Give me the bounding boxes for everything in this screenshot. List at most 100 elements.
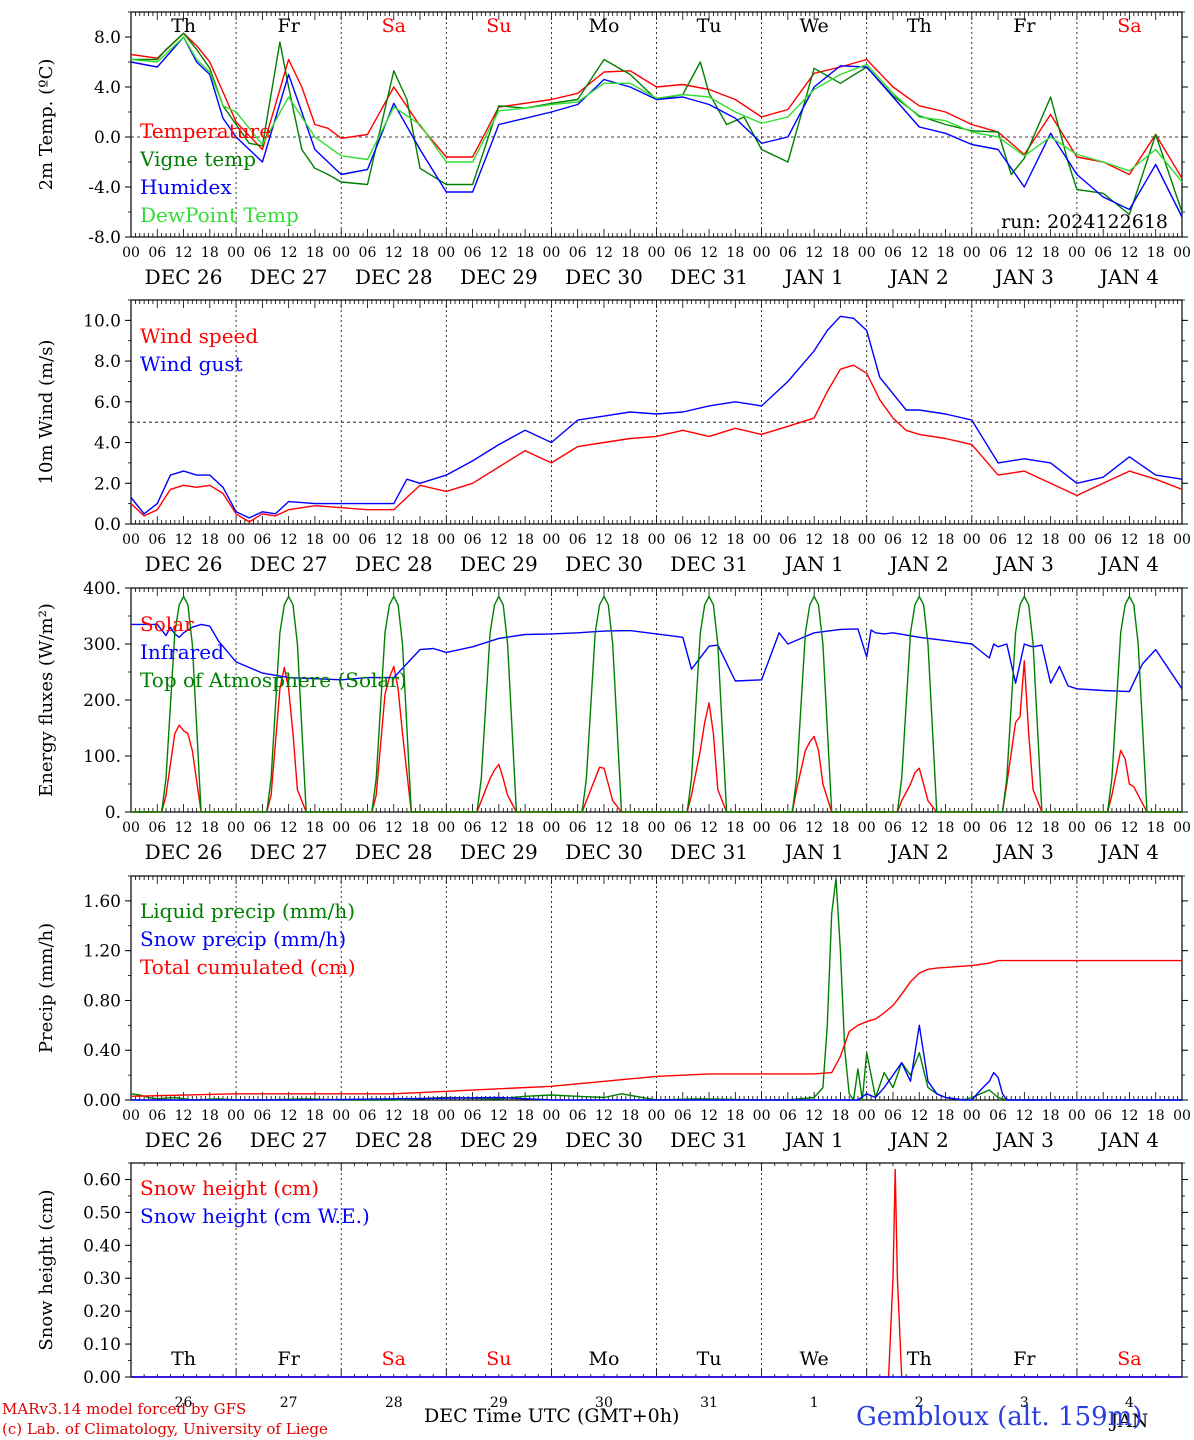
hour-tick-label: 12	[175, 532, 193, 548]
hour-tick-label: 06	[989, 820, 1007, 836]
hour-tick-label: 12	[700, 245, 718, 261]
y-axis-label: 10m Wind (m/s)	[36, 340, 57, 485]
month-label: JAN	[1108, 1410, 1148, 1432]
hour-tick-label: 06	[148, 1108, 166, 1124]
date-label: JAN 2	[888, 552, 949, 576]
day-number-label: 1	[810, 1395, 819, 1411]
hour-tick-label: 00	[332, 245, 350, 261]
weekday-label: Tu	[697, 15, 722, 37]
y-tick-label: 1.20	[83, 942, 121, 962]
y-axis-label: Precip (mm/h)	[36, 923, 57, 1053]
hour-tick-label: 18	[1147, 820, 1165, 836]
hour-tick-label: 12	[805, 1108, 823, 1124]
weekday-label: Fr	[278, 1348, 301, 1370]
hour-tick-label: 18	[411, 820, 429, 836]
date-label: JAN 4	[1098, 265, 1159, 289]
hour-tick-label: 06	[253, 820, 271, 836]
y-tick-label: 8.0	[94, 352, 121, 372]
lab-credit: (c) Lab. of Climatology, University of L…	[2, 1420, 328, 1438]
hour-tick-label: 12	[1015, 1108, 1033, 1124]
legend-entry: Wind speed	[140, 324, 258, 348]
hour-tick-label: 00	[437, 820, 455, 836]
hour-tick-label: 06	[989, 245, 1007, 261]
hour-tick-label: 12	[490, 1108, 508, 1124]
hour-tick-label: 18	[516, 820, 534, 836]
day-number-label: 2	[915, 1395, 924, 1411]
hour-tick-label: 06	[884, 820, 902, 836]
hour-tick-label: 06	[359, 1108, 377, 1124]
hour-tick-label: 06	[884, 245, 902, 261]
hour-tick-label: 18	[621, 820, 639, 836]
hour-tick-label: 18	[201, 532, 219, 548]
date-label: JAN 4	[1098, 552, 1159, 576]
hour-tick-label: 12	[1121, 245, 1139, 261]
hour-tick-label: 00	[1173, 245, 1191, 261]
day-number-label: 27	[280, 1395, 298, 1411]
hour-tick-label: 12	[805, 820, 823, 836]
hour-tick-label: 12	[805, 532, 823, 548]
hour-tick-label: 00	[227, 245, 245, 261]
hour-tick-label: 06	[779, 532, 797, 548]
hour-tick-label: 06	[779, 820, 797, 836]
hour-tick-label: 12	[700, 1108, 718, 1124]
x-axis-title: DEC Time UTC (GMT+0h)	[424, 1405, 680, 1427]
hour-tick-label: 00	[332, 532, 350, 548]
legend-entry: DewPoint Temp	[140, 203, 299, 227]
date-label: DEC 31	[670, 1128, 748, 1152]
hour-tick-label: 18	[516, 245, 534, 261]
hour-tick-label: 06	[569, 532, 587, 548]
day-number-label: 31	[700, 1395, 718, 1411]
series-line-total-cumulated-cm-	[130, 959, 1182, 1097]
hour-tick-label: 06	[569, 820, 587, 836]
weekday-label: Sa	[1117, 15, 1141, 37]
hour-tick-label: 00	[122, 245, 140, 261]
hour-tick-label: 00	[1068, 1108, 1086, 1124]
y-tick-label: 6.0	[94, 393, 121, 413]
series-line-wind-gust	[130, 315, 1183, 519]
hour-tick-label: 12	[1121, 532, 1139, 548]
legend-entry: Snow height (cm W.E.)	[140, 1204, 370, 1228]
legend-entry: Liquid precip (mm/h)	[140, 899, 355, 923]
day-number-label: 4	[1125, 1395, 1134, 1411]
hour-tick-label: 06	[779, 245, 797, 261]
hour-tick-label: 12	[595, 245, 613, 261]
hour-tick-label: 00	[227, 820, 245, 836]
hour-tick-label: 00	[122, 820, 140, 836]
hour-tick-label: 12	[175, 820, 193, 836]
date-label: DEC 28	[355, 265, 433, 289]
legend-entry: Snow height (cm)	[140, 1176, 319, 1200]
date-label: JAN 1	[783, 552, 844, 576]
day-number-label: 30	[595, 1395, 613, 1411]
hour-tick-label: 06	[148, 532, 166, 548]
hour-tick-label: 06	[1094, 820, 1112, 836]
hour-tick-label: 18	[1042, 245, 1060, 261]
hour-tick-label: 12	[280, 820, 298, 836]
hour-tick-label: 00	[1173, 532, 1191, 548]
weekday-label: Sa	[382, 15, 406, 37]
day-number-label: 3	[1020, 1395, 1029, 1411]
date-label: DEC 29	[460, 265, 538, 289]
hour-tick-label: 18	[726, 245, 744, 261]
series-line-infrared	[131, 623, 1183, 693]
run-label: run: 2024122618	[1001, 211, 1168, 233]
hour-tick-label: 18	[937, 532, 955, 548]
y-tick-label: 0.80	[83, 991, 121, 1011]
date-label: DEC 31	[670, 265, 748, 289]
hour-tick-label: 12	[280, 1108, 298, 1124]
y-tick-label: -8.0	[88, 228, 121, 248]
legend-entry: Solar	[140, 612, 194, 636]
y-tick-label: 0.00	[83, 1368, 121, 1388]
y-tick-label: 4.0	[94, 78, 121, 98]
weekday-label: Th	[907, 15, 932, 37]
y-axis-label: Snow height (cm)	[36, 1189, 57, 1350]
weekday-label: Tu	[697, 1348, 722, 1370]
date-label: JAN 2	[888, 840, 949, 864]
hour-tick-label: 00	[542, 532, 560, 548]
hour-tick-label: 00	[122, 1108, 140, 1124]
hour-tick-label: 00	[542, 820, 560, 836]
series-line-top-of-atmosphere-solar-	[131, 595, 1182, 813]
hour-tick-label: 18	[1042, 820, 1060, 836]
hour-tick-label: 06	[569, 1108, 587, 1124]
hour-tick-label: 00	[753, 245, 771, 261]
hour-tick-label: 12	[490, 245, 508, 261]
